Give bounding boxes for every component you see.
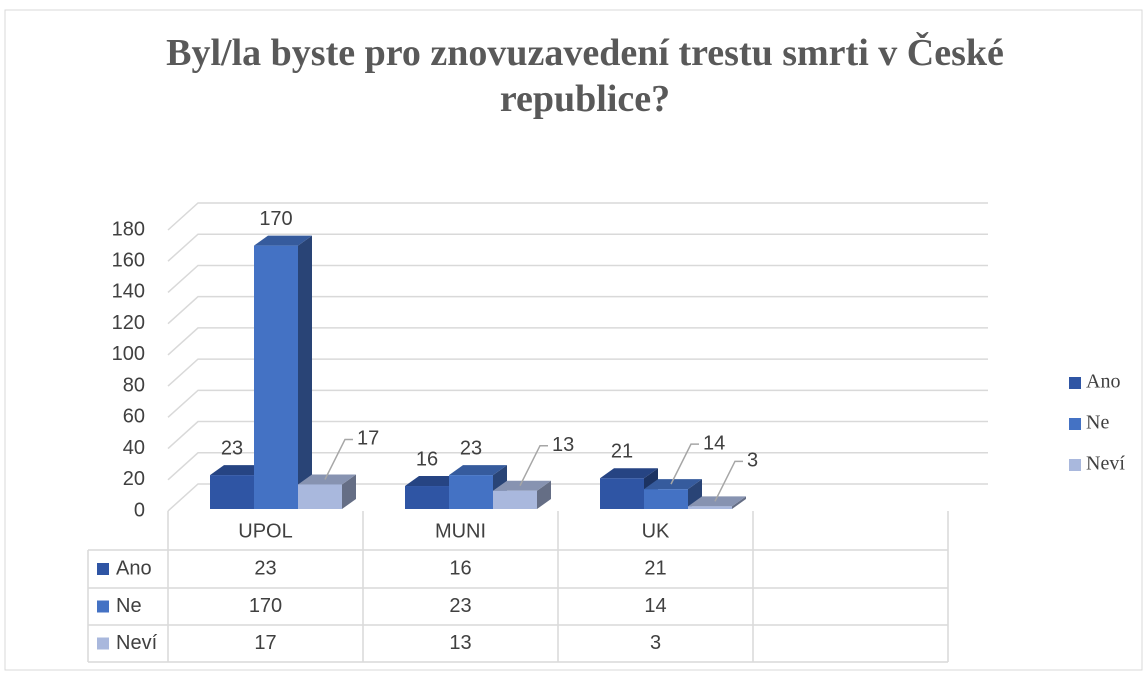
y-tick-label: 140 — [112, 281, 145, 303]
bar — [644, 489, 688, 509]
data-label: 21 — [611, 440, 633, 462]
table-cell: 13 — [449, 632, 471, 654]
leader-line — [670, 443, 699, 485]
bar-side — [688, 479, 702, 509]
grid-line — [167, 264, 988, 294]
y-tick-label: 180 — [112, 218, 145, 240]
bar — [600, 478, 644, 509]
bar — [493, 490, 537, 509]
bar-side — [298, 235, 312, 509]
bar-top — [449, 465, 507, 476]
data-label: 14 — [703, 432, 725, 454]
bar-top — [688, 496, 746, 507]
chart-border — [4, 9, 1143, 671]
grid-line — [167, 295, 988, 325]
legend-key — [1069, 377, 1081, 389]
grid-line — [167, 327, 988, 356]
table-row-label: Neví — [116, 632, 158, 654]
data-label: 23 — [221, 437, 243, 459]
chart-title: Byl/la byste pro znovuzavedení trestu sm… — [166, 32, 1004, 120]
bar-side — [537, 480, 551, 509]
legend-label: Ano — [1086, 371, 1120, 393]
table-row-label: Ano — [116, 557, 152, 579]
y-tick-label: 20 — [123, 468, 145, 490]
table-legend-key — [97, 600, 109, 613]
leader-line — [324, 438, 353, 480]
table-cell: 23 — [449, 595, 471, 617]
legend-label: Ne — [1086, 412, 1109, 434]
table-cell: 14 — [644, 595, 666, 617]
bar — [449, 475, 493, 509]
leader-line — [714, 460, 743, 502]
data-label: 16 — [416, 448, 438, 470]
grid-line — [167, 389, 988, 418]
bar-top — [210, 465, 268, 476]
legend-key — [1069, 459, 1081, 471]
grid-line — [167, 358, 988, 387]
grid-line — [167, 233, 988, 262]
bar — [688, 506, 732, 509]
bar-side — [732, 496, 746, 509]
grid-line — [167, 420, 988, 450]
grid-line — [167, 452, 988, 481]
table-cell: 16 — [449, 557, 471, 579]
leader-line — [519, 444, 548, 487]
data-label: 3 — [747, 450, 758, 472]
bar-top — [600, 468, 658, 479]
y-tick-label: 100 — [112, 343, 145, 365]
y-tick-label: 0 — [134, 499, 145, 521]
bar-top — [298, 474, 356, 485]
table-cell: 23 — [254, 557, 276, 579]
data-label: 23 — [460, 437, 482, 459]
table-row-label: Ne — [116, 595, 142, 617]
x-tick-label: UPOL — [238, 520, 292, 542]
legend-label: Neví — [1086, 453, 1125, 475]
x-tick-label: UK — [642, 520, 670, 542]
table-cell: 170 — [249, 595, 282, 617]
y-tick-label: 80 — [123, 374, 145, 396]
bar — [298, 484, 342, 509]
table-legend-key — [97, 637, 109, 650]
bar-top — [493, 480, 551, 491]
bar-top — [644, 479, 702, 490]
table-cell: 21 — [644, 557, 666, 579]
y-tick-label: 60 — [123, 406, 145, 428]
grid-line — [167, 202, 988, 231]
data-label: 17 — [357, 428, 379, 450]
bar-top — [254, 235, 312, 246]
y-tick-label: 120 — [112, 312, 145, 334]
x-tick-label: MUNI — [435, 520, 486, 542]
bar — [210, 475, 254, 509]
legend-key — [1069, 418, 1081, 430]
bar-side — [342, 474, 356, 509]
data-label: 13 — [552, 434, 574, 456]
table-cell: 3 — [650, 632, 661, 654]
table-cell: 17 — [254, 632, 276, 654]
y-tick-label: 160 — [112, 250, 145, 272]
bar — [254, 245, 298, 509]
bar-top — [405, 476, 463, 487]
table-legend-key — [97, 563, 109, 575]
grid-line — [167, 483, 988, 512]
y-tick-label: 40 — [123, 437, 145, 459]
bar — [405, 486, 449, 509]
data-label: 170 — [259, 208, 292, 230]
